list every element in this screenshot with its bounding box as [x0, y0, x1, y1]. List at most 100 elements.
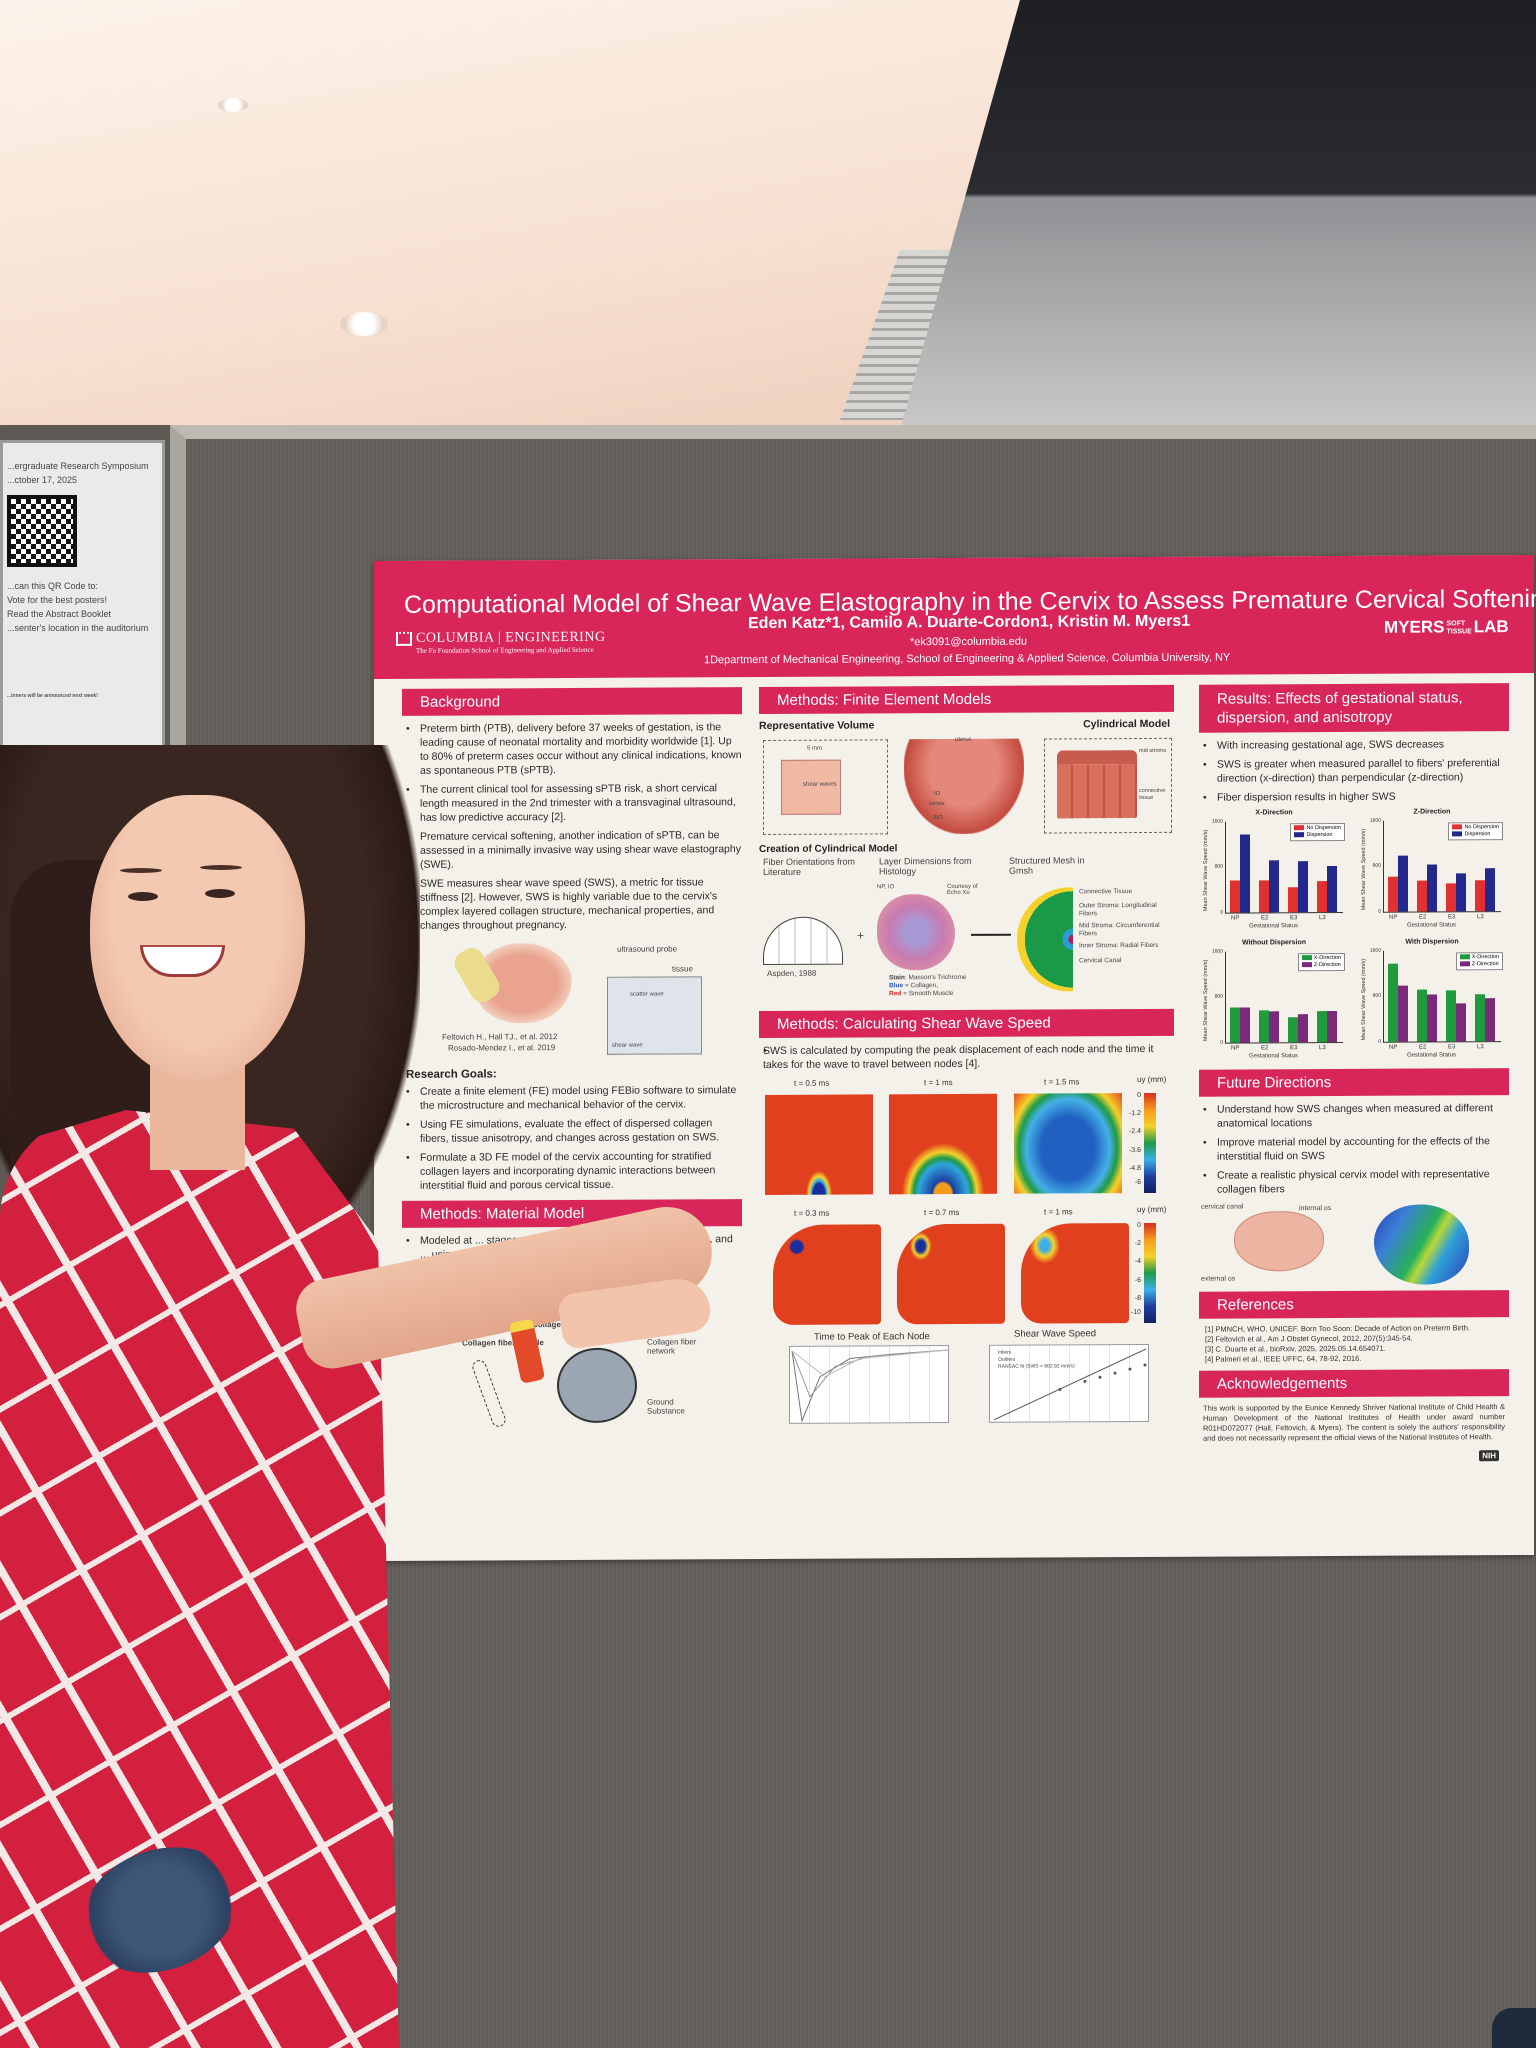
background-bullet: The current clinical tool for assessing …: [402, 781, 742, 825]
bar-dispersion: [1398, 855, 1408, 912]
results-bullet: Fiber dispersion results in higher SWS: [1199, 789, 1509, 805]
y-tick: 800: [1214, 993, 1223, 1000]
sign-title: ...ergraduate Research Symposium: [7, 461, 149, 471]
colorbar: [1144, 1092, 1156, 1194]
bar-x-direction: [1388, 963, 1398, 1042]
plot-legend: Inliers Outliers RANSAC fit (SWS = 802.9…: [998, 1349, 1075, 1370]
label-io: IO: [934, 791, 941, 798]
column-right: Results: Effects of gestational status, …: [1199, 683, 1509, 1465]
sim-cube-1-5ms: [1014, 1093, 1122, 1194]
cbar-tick: -2.4: [1128, 1128, 1141, 1136]
sign-date: ...ctober 17, 2025: [7, 475, 78, 485]
cbar-tick: -4.8: [1128, 1164, 1141, 1172]
sim-cyl-0-7ms: [897, 1223, 1005, 1325]
sign-item: Vote for the best posters!: [7, 595, 108, 605]
step-structured-mesh: Structured Mesh in Gmsh: [1009, 855, 1085, 876]
swe-illustration: ultrasound probe tissue scatter wave she…: [402, 936, 742, 1063]
cbar-tick: -6: [1134, 1179, 1141, 1187]
x-tick: E2: [1419, 914, 1427, 921]
cbar-tick: -8: [1134, 1294, 1141, 1302]
cyl-layer-labels: connective tissue: [1139, 787, 1166, 802]
label-internal-os: internal os: [1299, 1205, 1332, 1213]
chart-ylabel: Mean Shear Wave Speed (mm/s): [1361, 828, 1367, 911]
cbar-tick: -10: [1130, 1309, 1141, 1317]
fiber-bundle-illustration: [470, 1358, 508, 1429]
sim-time: t = 1 ms: [924, 1078, 953, 1088]
cbar-tick: 0: [1137, 1092, 1141, 1100]
stain-blue: Blue: [889, 982, 904, 990]
y-tick: 1600: [1369, 817, 1381, 824]
logo-myers: MYERS: [1384, 617, 1445, 637]
bar-dispersion: [1269, 860, 1279, 913]
sim-row-cube: t = 0.5 ms t = 1 ms t = 1.5 ms 0 -1.2 -2…: [759, 1075, 1174, 1207]
nih-logo: NIH: [1479, 1450, 1499, 1462]
bar-x-direction: [1475, 993, 1485, 1042]
aspden-caption: Aspden, 1988: [767, 968, 817, 978]
fe-models-figure: Representative Volume Cylindrical Model …: [759, 718, 1174, 840]
sign-item: Read the Abstract Booklet: [7, 609, 112, 619]
y-tick: 800: [1372, 862, 1381, 869]
legend-label: Dispersion: [1306, 832, 1333, 839]
y-tick: 1600: [1211, 948, 1223, 955]
results-charts: X-Direction Mean Shear Wave Speed (mm/s)…: [1199, 808, 1509, 1070]
sim-row-cylinder: t = 0.3 ms t = 0.7 ms t = 1 ms 0 -2 -4 -…: [759, 1205, 1174, 1332]
research-goals-heading: Research Goals:: [406, 1068, 497, 1081]
section-sws-calc-heading: Methods: Calculating Shear Wave Speed: [759, 1008, 1174, 1039]
stain-blue-value: = Collagen,: [904, 982, 938, 990]
plot-title: Shear Wave Speed: [1014, 1328, 1097, 1340]
stain-red-value: = Smooth Muscle: [903, 990, 954, 998]
x-tick: E2: [1261, 1045, 1269, 1052]
qr-code[interactable]: [7, 495, 77, 567]
label-fiber-network: Collagen fiber network: [647, 1337, 697, 1356]
x-tick: L3: [1319, 1045, 1326, 1052]
histology-np-label: NP, IO: [877, 884, 895, 891]
sws-fit-line: [993, 1348, 1147, 1421]
person-face: [90, 795, 305, 1080]
bar-z-direction: [1269, 1011, 1279, 1043]
bar-no-dispersion: [1317, 881, 1327, 913]
figure-citation: Rosado-Mendez I., et al. 2019: [448, 1043, 556, 1053]
future-bullet: Understand how SWS changes when measured…: [1199, 1101, 1509, 1131]
bar-no-dispersion: [1259, 880, 1269, 913]
x-tick: L3: [1477, 914, 1484, 921]
logo-lab: LAB: [1473, 617, 1509, 637]
label-shear-waves: shear waves: [803, 781, 837, 788]
sim-cyl-1ms: [1021, 1223, 1129, 1324]
stain-value: Masson's Trichrome: [908, 973, 967, 982]
columbia-engineering-logo: COLUMBIA | ENGINEERING The Fu Foundation…: [396, 630, 606, 655]
histology-courtesy: Courtesy of Echo Xu: [947, 883, 978, 897]
sim-time: t = 1.5 ms: [1044, 1077, 1080, 1087]
bar-z-direction: [1240, 1007, 1250, 1043]
research-poster: Computational Model of Shear Wave Elasto…: [374, 554, 1536, 1562]
bar-z-direction: [1298, 1013, 1308, 1043]
bar-dispersion: [1427, 864, 1437, 912]
chart-ylabel: Mean Shear Wave Speed (mm/s): [1203, 959, 1209, 1042]
chart-title: Z-Direction: [1413, 808, 1451, 816]
time-to-peak-curves: [791, 1349, 949, 1423]
corner-object: [1492, 2008, 1536, 2048]
chart-without-dispersion: Without Dispersion Mean Shear Wave Speed…: [1199, 939, 1349, 1065]
references-list: [1] PMNCH, WHO, UNICEF. Born Too Soon: D…: [1199, 1323, 1509, 1365]
stain-red: Red: [889, 990, 902, 998]
x-tick: NP: [1389, 1044, 1398, 1051]
chart-legend: X-Direction Z-Direction: [1297, 952, 1345, 972]
mesh-layer-labels: Connective Tissue Outer Stroma: Longitud…: [1079, 885, 1174, 967]
future-bullet: Improve material model by accounting for…: [1199, 1134, 1509, 1164]
bar-x-direction: [1317, 1011, 1327, 1043]
time-to-peak-plot: [789, 1345, 949, 1424]
legend-label: X-Direction: [1471, 954, 1499, 961]
results-bullet: With increasing gestational age, SWS dec…: [1199, 737, 1509, 753]
bar-no-dispersion: [1446, 883, 1456, 912]
sim-cube-1ms: [889, 1093, 997, 1195]
cyl-layer-labels: mid stroma: [1139, 747, 1167, 755]
bar-dispersion: [1327, 865, 1337, 913]
bar-x-direction: [1230, 1007, 1240, 1043]
background-bullet: Premature cervical softening, another in…: [402, 828, 742, 872]
future-bullet: Create a realistic physical cervix model…: [1199, 1167, 1509, 1197]
chart-x-direction: X-Direction Mean Shear Wave Speed (mm/s)…: [1199, 809, 1349, 935]
crown-icon: [396, 631, 412, 646]
reference-item: [4] Palmeri et al., IEEE UFFC, 64, 78-92…: [1205, 1353, 1362, 1364]
y-tick: 800: [1214, 863, 1223, 870]
uterus-illustration: [904, 738, 1024, 835]
y-tick: 0: [1220, 909, 1223, 916]
